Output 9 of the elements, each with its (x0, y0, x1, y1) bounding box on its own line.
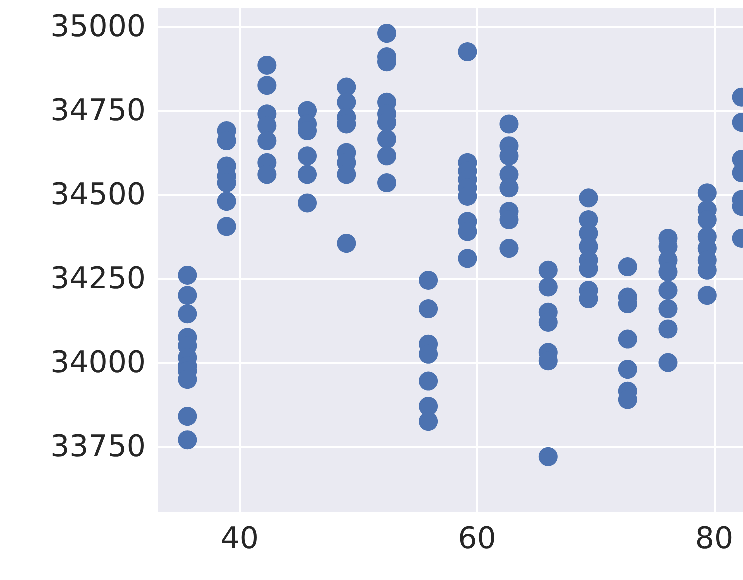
x-tick-label: 40 (220, 522, 259, 556)
x-tick-label: 60 (458, 522, 496, 556)
y-tick-label: 34000 (50, 345, 146, 380)
y-tick-label: 34750 (50, 93, 146, 128)
y-tick-label: 33750 (50, 429, 146, 464)
y-tick-label: 35000 (50, 9, 146, 44)
y-tick-label: 34250 (50, 261, 146, 296)
x-tick-label: 80 (695, 522, 734, 556)
y-tick-label: 34500 (50, 177, 146, 212)
